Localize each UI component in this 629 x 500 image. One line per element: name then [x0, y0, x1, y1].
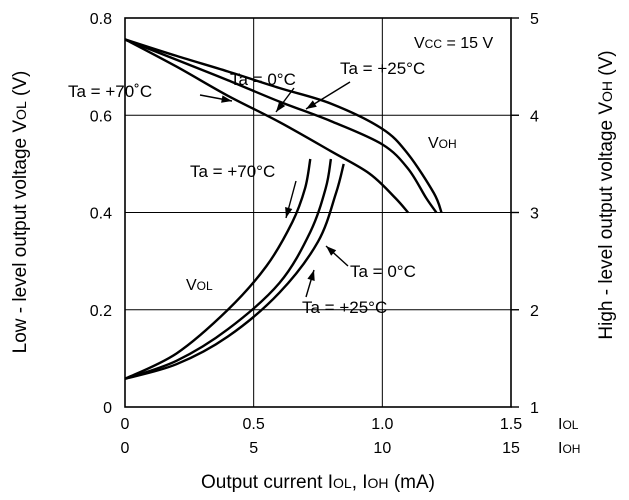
voh-group-label: VOH [428, 135, 457, 152]
tick-label-iol-0-5: 0.5 [243, 416, 265, 433]
annotation-arrowhead-1 [276, 101, 286, 112]
annotation-arrowhead-4 [285, 207, 293, 218]
tick-label-vol-0-2: 0.2 [90, 303, 112, 320]
tick-label-voh-1: 1 [530, 400, 539, 417]
vol-group-label: VOL [186, 277, 213, 294]
y-axis-title-right: High - level output voltage VOH (V) [596, 50, 617, 339]
tick-label-vol-0-6: 0.6 [90, 108, 112, 125]
curve-voh-ta-70-c [124, 38, 409, 214]
tick-label-voh-2: 2 [530, 303, 539, 320]
tick-label-voh-4: 4 [530, 108, 539, 125]
x-axis-title: Output current IOL, IOH (mA) [201, 472, 435, 493]
annotation-arrowhead-3 [221, 95, 232, 103]
curve-vol-ta-0-c [124, 158, 333, 380]
tick-label-vol-0-4: 0.4 [90, 206, 112, 223]
curves [124, 38, 443, 380]
curve-vol-ta-70-c [124, 158, 312, 380]
annotation-arrowhead-6 [307, 270, 315, 281]
tick-label-ioh-10: 10 [373, 440, 391, 457]
tick-label-vol-0: 0 [103, 400, 112, 417]
annotation-label-2: Ta = +25°C [340, 59, 425, 78]
tick-label-voh-3: 3 [530, 206, 539, 223]
tick-label-voh-5: 5 [530, 11, 539, 28]
annotation-label-5: Ta = 0°C [350, 262, 416, 281]
curve-voh-ta-0-c [124, 38, 443, 213]
tick-label-ioh-0: 0 [121, 440, 130, 457]
tick-label-vol-0-8: 0.8 [90, 11, 112, 28]
x-axis-name-iol: IOL [558, 416, 579, 433]
condition-label: VCC = 15 V [414, 35, 493, 52]
annotation-label-6: Ta = +25°C [302, 298, 387, 317]
annotation-label-4: Ta = +70°C [190, 162, 275, 181]
annotation-label-1: Ta = 0°C [230, 70, 296, 89]
labels: Output current IOL, IOH (mA) Low - level … [10, 35, 617, 493]
curve-voh-ta-25-c [124, 38, 438, 214]
y-axis-title-left: Low - level output voltage VOL (V) [10, 71, 31, 354]
tick-label-iol-1-5: 1.5 [500, 416, 522, 433]
annotation-arrowhead-5 [326, 246, 337, 256]
annotation-arrowhead-2 [306, 100, 317, 109]
x-axis-name-ioh: IOH [558, 440, 580, 457]
tick-label-iol-1-0: 1.0 [371, 416, 393, 433]
ticks: 0 0.5 1.0 1.5 0 5 10 15 0 0.2 0.4 0.6 0.8 1 2 3 4 5 IOL IOH [90, 11, 581, 457]
annotation-label-3: Ta = +70˚C [68, 82, 152, 101]
curve-vol-ta-25-c [124, 163, 345, 380]
tick-label-ioh-15: 15 [502, 440, 520, 457]
tick-label-ioh-5: 5 [249, 440, 258, 457]
tick-label-iol-0: 0 [121, 416, 130, 433]
